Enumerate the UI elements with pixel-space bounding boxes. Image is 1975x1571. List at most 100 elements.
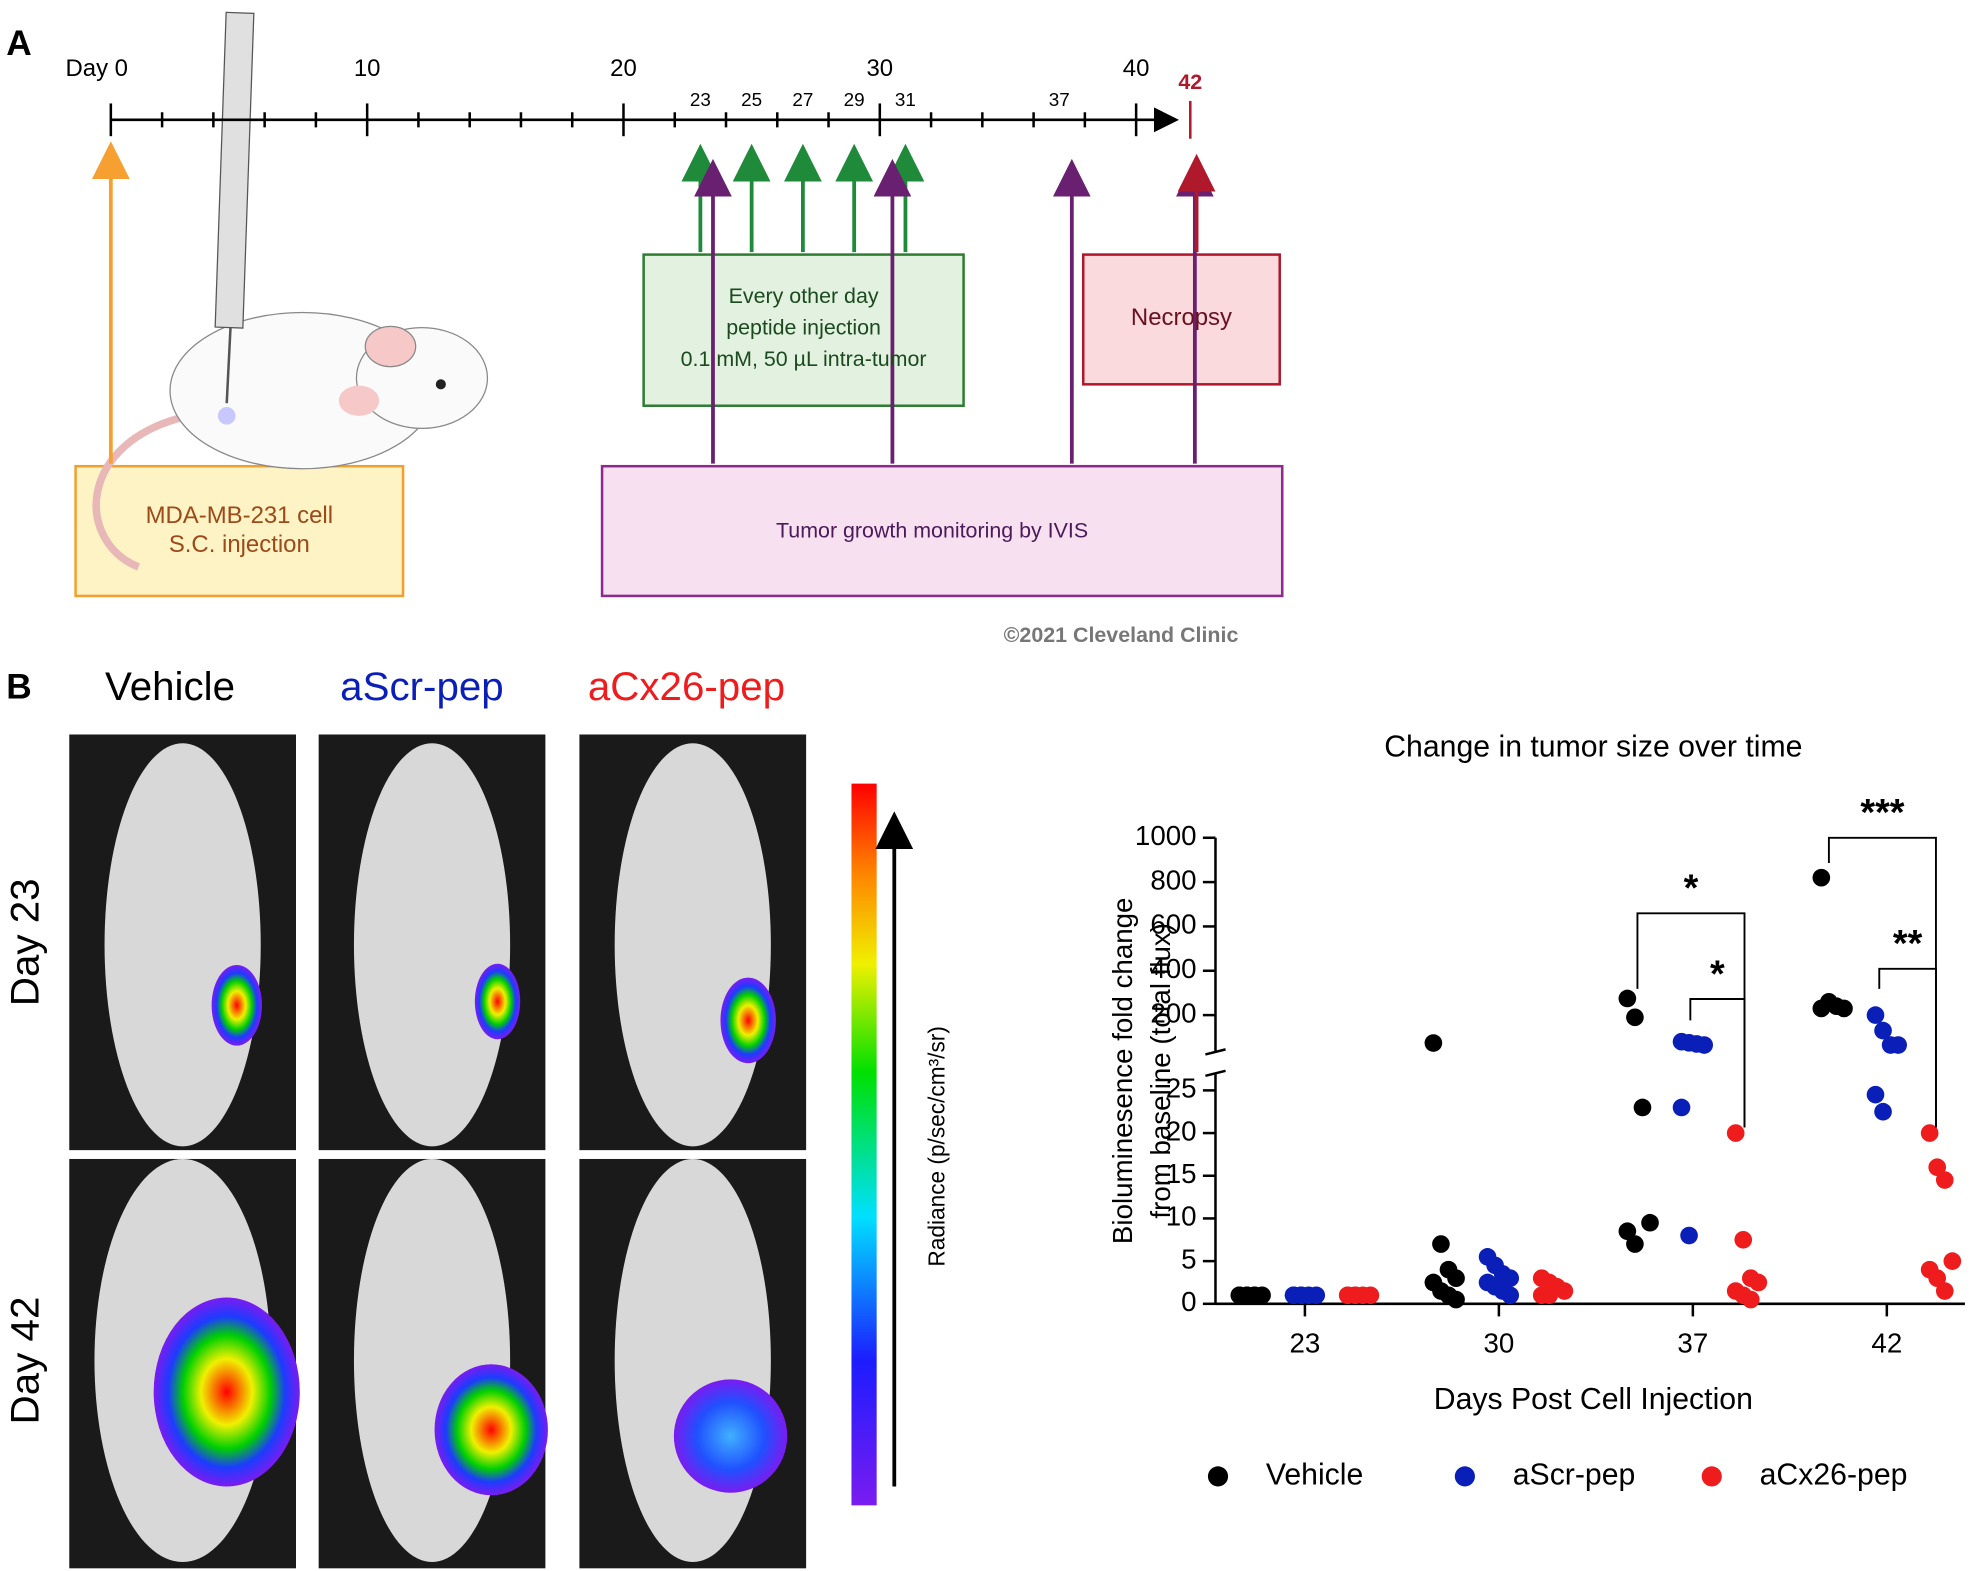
mouse-body [353,1158,511,1563]
panel-b-images [69,734,914,1569]
cell-box [74,464,405,598]
data-point [1672,1098,1691,1117]
day-label: 29 [844,90,865,111]
necropsy-box [1081,253,1281,386]
data-point [1920,1124,1939,1142]
mouse-body [104,743,261,1147]
label: MDA-MB-231 cell [146,502,333,529]
signal [153,1297,300,1487]
label: 0.1 mM, 50 µL intra-tumor [681,347,927,371]
x-tick-label: 42 [1871,1328,1902,1359]
day-label: 25 [741,90,762,111]
y-tick-label: 400 [1150,953,1196,984]
data-point [1812,868,1831,887]
label: Tumor growth monitoring by IVIS [776,518,1088,542]
data-point [1292,1286,1310,1305]
timeline-label: Day 0 [65,55,128,82]
panel-a [74,11,1284,598]
data-point [1633,1098,1652,1117]
data-point [1741,1290,1760,1309]
data-point [1889,1036,1907,1054]
significance-label: * [1684,868,1699,910]
y-tick-label: 0 [1181,1286,1196,1317]
timeline-label: 10 [354,55,381,82]
data-point [1626,1235,1644,1253]
row-label: Day 23 [2,878,47,1006]
data-point [1935,1171,1954,1189]
data-point [1695,1036,1714,1054]
y-tick-label: 5 [1181,1243,1196,1274]
data-point [1540,1286,1559,1305]
data-point [1618,989,1637,1008]
legend-label: aScr-pep [1513,1458,1636,1491]
x-tick-label: 37 [1677,1328,1708,1359]
colorbar-label: Radiance (p/sec/cm³/sr) [923,1026,949,1266]
data-point [1501,1269,1520,1288]
y-tick-label: 1000 [1135,820,1197,851]
legend-label: Vehicle [1266,1458,1363,1491]
x-tick-label: 23 [1289,1328,1320,1359]
significance-bracket [1636,912,1746,1128]
legend-label: aCx26-pep [1760,1458,1908,1491]
y-tick-label: 200 [1150,997,1196,1028]
chart-title: Change in tumor size over time [1384,730,1802,763]
y-axis-label: from baseline (total flux) [1145,923,1176,1219]
signal [673,1379,788,1493]
data-point [1835,999,1853,1018]
signal [474,963,521,1040]
data-point [1447,1269,1465,1288]
signal [211,964,262,1046]
y-axis-label: Bioluminesence fold change [1107,898,1138,1245]
y-tick-label: 10 [1166,1201,1197,1232]
timeline-label: 40 [1123,55,1150,82]
label: Necropsy [1131,304,1232,331]
legend-marker [1701,1466,1722,1487]
day-label: 31 [895,90,916,111]
panel-letter: B [6,667,31,706]
data-point [1874,1102,1892,1121]
x-tick-label: 30 [1483,1328,1514,1359]
data-point [1641,1213,1659,1232]
data-point [1432,1235,1450,1253]
data-point [1501,1286,1520,1305]
significance-bracket [1878,967,1937,1128]
label: Every other day [729,284,879,308]
significance-bracket [1689,998,1746,1128]
data-point [1361,1286,1380,1305]
timeline-label: 20 [610,55,637,82]
data-point [1866,1006,1885,1024]
legend-marker [1454,1466,1475,1487]
legend-marker [1207,1466,1229,1487]
peptide-box [642,253,965,408]
day-label: 42 [1178,70,1202,94]
data-point [1874,1021,1892,1040]
colorbar [851,783,877,1506]
y-tick-label: 20 [1166,1115,1197,1146]
y-tick-label: 800 [1150,864,1196,895]
panel-letter: A [6,24,31,63]
significance-label: *** [1860,792,1904,834]
significance-label: ** [1893,923,1923,965]
y-tick-label: 15 [1166,1158,1197,1189]
column-label: aCx26-pep [588,664,785,709]
significance-bracket [1827,836,1937,1128]
mouse-illustration [92,11,489,571]
label: S.C. injection [169,531,310,558]
data-point [1734,1230,1753,1249]
data-point [1866,1085,1885,1104]
data-point [1928,1269,1947,1288]
data-point [1245,1286,1264,1305]
signal [720,977,776,1064]
data-point [1626,1008,1644,1027]
label: peptide injection [726,316,881,340]
day-label: 23 [690,90,711,111]
data-point [1749,1273,1768,1292]
y-tick-label: 600 [1150,909,1196,940]
x-axis-label: Days Post Cell Injection [1434,1383,1753,1416]
data-point [1943,1252,1962,1270]
data-point [1346,1286,1365,1305]
data-point [1812,999,1831,1018]
ivis-box [600,464,1284,598]
copyright: ©2021 Cleveland Clinic [1004,623,1239,647]
